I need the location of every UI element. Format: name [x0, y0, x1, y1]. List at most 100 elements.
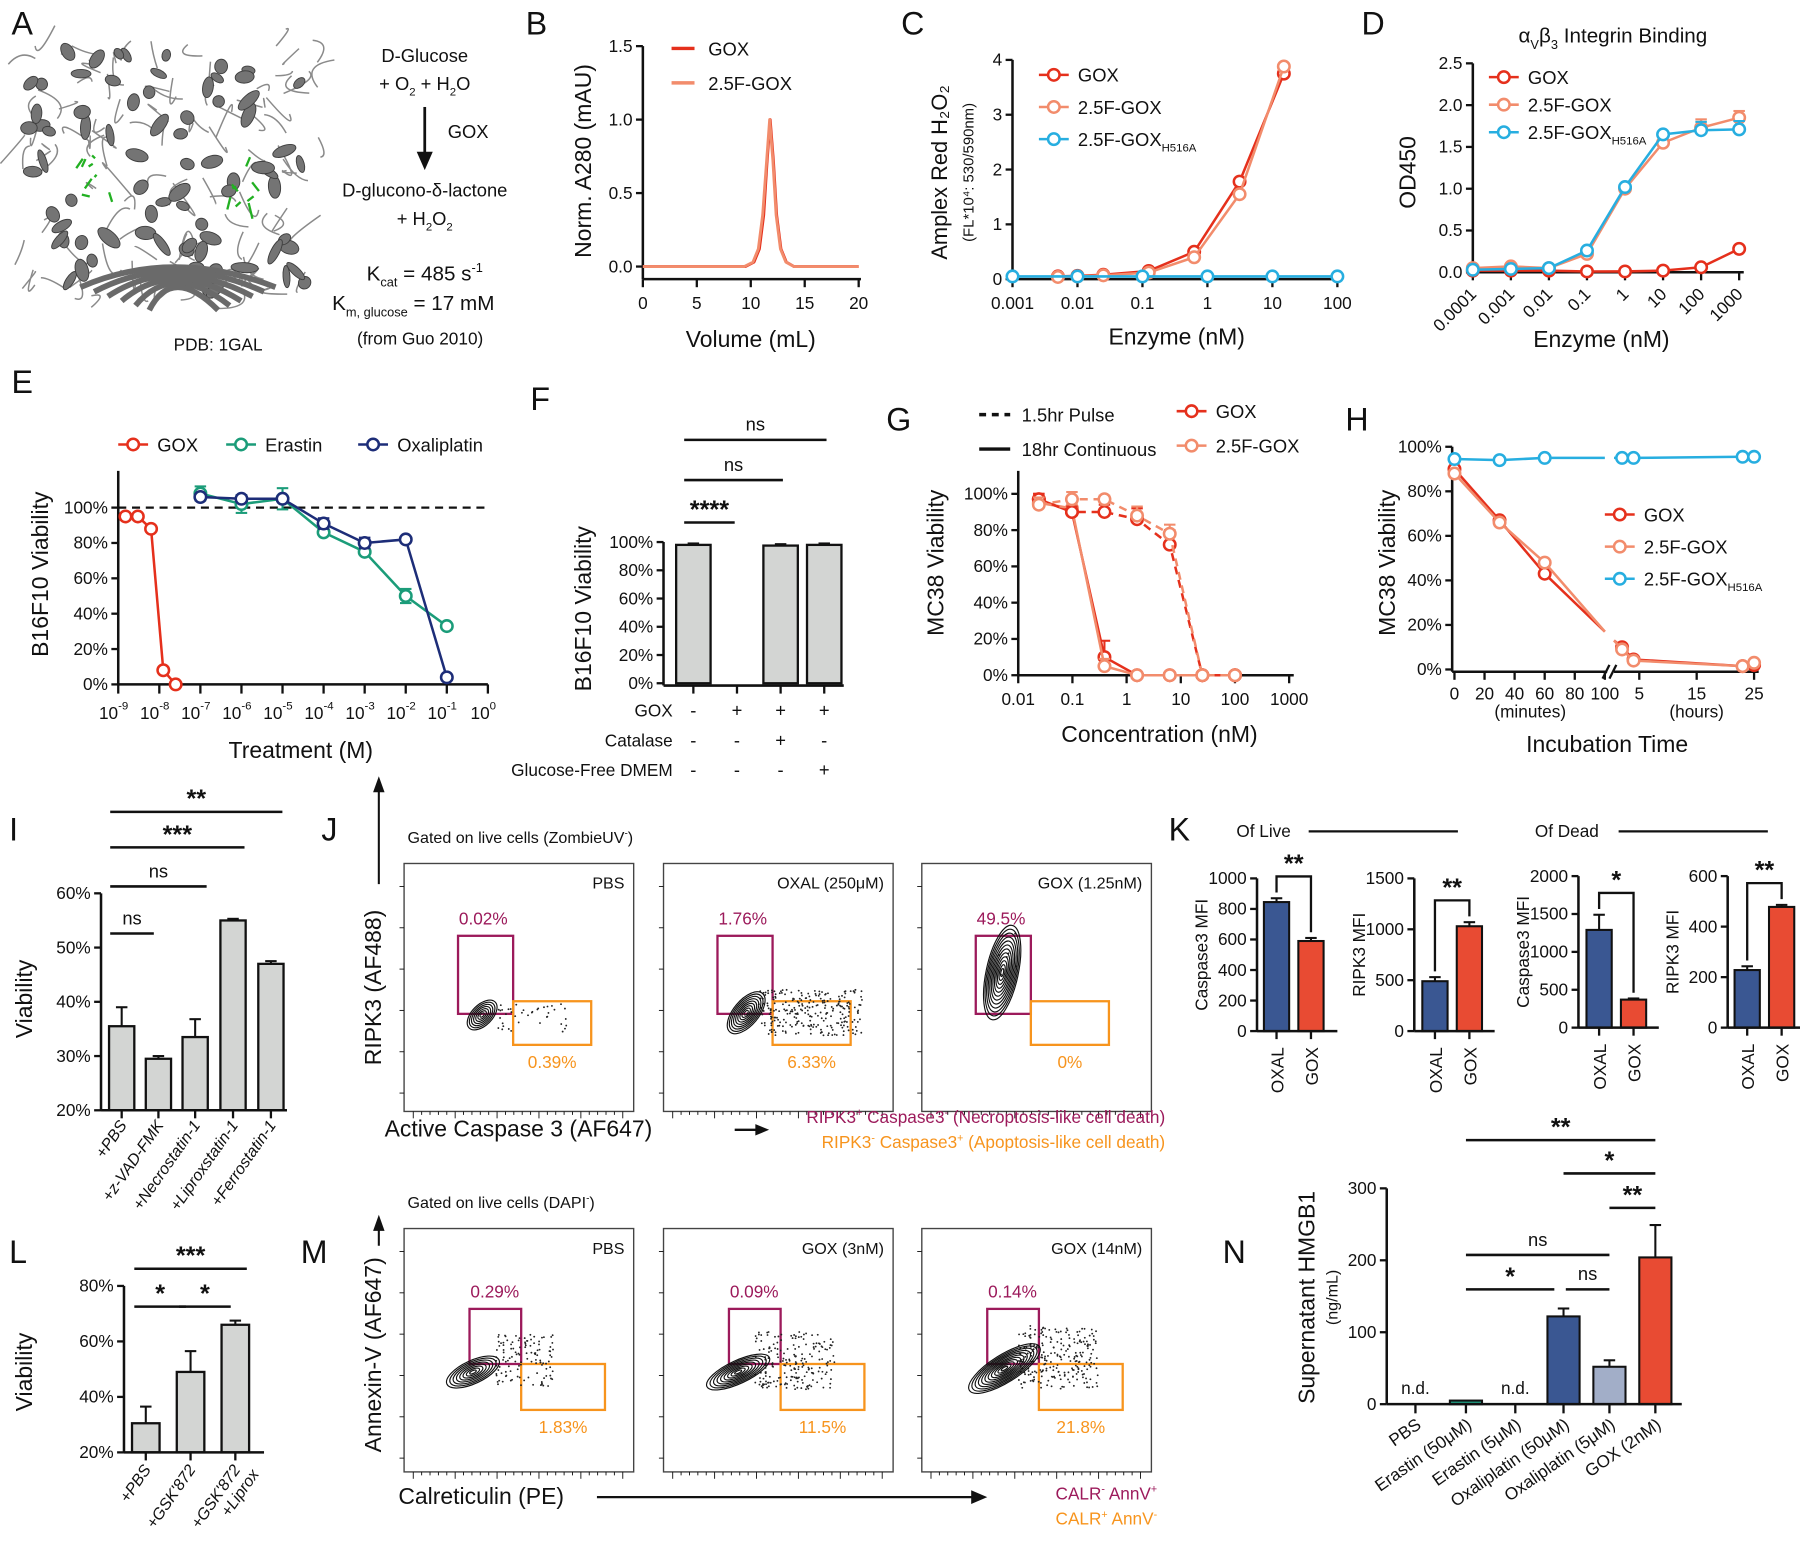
event-dot [1049, 1361, 1052, 1363]
event-dot [777, 1356, 779, 1359]
y-tick-label: 600 [1218, 929, 1247, 949]
event-dot [505, 1013, 507, 1016]
event-dot [1080, 1355, 1083, 1358]
event-dot [759, 1380, 762, 1383]
condition-mark: + [819, 759, 830, 780]
event-dot [1071, 1367, 1073, 1370]
event-dot [1069, 1360, 1072, 1362]
protein-helix [73, 104, 91, 120]
event-dot [497, 1335, 500, 1338]
bar [107, 1025, 136, 1112]
protein-helix [150, 113, 169, 137]
condition-mark: - [734, 759, 740, 780]
event-dot [553, 1008, 556, 1011]
event-dot [514, 1360, 517, 1363]
event-dot [551, 1341, 554, 1344]
y-axis-label: Caspase3 MFI [1513, 896, 1533, 1008]
lower-gate [779, 1362, 866, 1412]
y-tick-label: 1500 [1366, 868, 1404, 888]
event-dot [831, 1009, 834, 1012]
event-dot [779, 990, 782, 993]
event-dot [831, 1341, 834, 1343]
event-dot [1040, 1356, 1043, 1359]
protein-loop [192, 118, 210, 134]
lower-gate-percent: 1.83% [539, 1417, 588, 1437]
y-tick-label: 60% [973, 556, 1007, 576]
x-category-label: OXAL [1267, 1047, 1287, 1093]
protein-helix [113, 47, 125, 60]
event-dot [763, 1024, 766, 1027]
panel-letter-a: A [11, 6, 33, 42]
density-contour [982, 924, 1022, 1021]
event-dot [815, 1025, 818, 1028]
event-dot [829, 1378, 832, 1380]
event-dot [835, 1034, 838, 1036]
event-dot [826, 1011, 829, 1014]
event-dot [772, 998, 775, 1001]
event-dot [1017, 1379, 1020, 1381]
event-dot [1033, 1378, 1036, 1381]
event-dot [794, 1337, 797, 1340]
event-dot [515, 1003, 518, 1006]
significance-label: ** [186, 785, 206, 813]
event-dot [517, 1021, 520, 1024]
event-dot [516, 1368, 519, 1371]
event-dot [1095, 1367, 1098, 1370]
event-dot [775, 1385, 778, 1388]
data-point [398, 589, 413, 604]
event-dot [525, 1352, 528, 1355]
protein-helix [168, 182, 191, 202]
event-dot [842, 1007, 845, 1009]
event-dot [520, 1361, 522, 1364]
event-dot [1052, 1369, 1055, 1372]
legend-label: GOX [1528, 67, 1569, 88]
y-tick-label: 20% [73, 639, 107, 659]
series-line-0 [125, 515, 177, 686]
event-dot [1037, 1346, 1040, 1349]
significance-label: ns [149, 860, 168, 881]
event-dot [812, 1001, 815, 1003]
event-dot [1056, 1354, 1059, 1357]
data-point [1579, 264, 1594, 279]
density-contour [730, 995, 762, 1030]
event-dot [502, 1356, 505, 1359]
data-point [1615, 642, 1630, 657]
density-contour [987, 1356, 1022, 1381]
event-dot [839, 1017, 842, 1020]
event-dot [837, 1022, 840, 1025]
event-dot [801, 1366, 804, 1368]
bar [1733, 969, 1761, 1029]
protein-helix [210, 72, 224, 84]
event-dot [798, 1331, 801, 1333]
density-contour [995, 956, 1009, 989]
event-dot [515, 1353, 518, 1356]
event-dot [790, 991, 793, 994]
panel-letter-d: D [1361, 6, 1384, 42]
event-dot [1024, 1335, 1027, 1338]
event-dot [812, 1026, 815, 1028]
event-dot [817, 1370, 820, 1373]
event-dot [547, 1011, 550, 1014]
density-contour [997, 1363, 1012, 1374]
x-tick-label: 10-6 [222, 701, 251, 723]
event-dot [565, 1024, 568, 1027]
x-axis-label: Enzyme (nM) [1533, 326, 1669, 352]
data-point [398, 532, 413, 547]
event-dot [1063, 1353, 1066, 1356]
event-dot [545, 1362, 547, 1365]
event-dot [818, 1350, 821, 1353]
event-dot [813, 989, 816, 992]
protein-loop [146, 174, 167, 186]
event-dot [811, 1355, 813, 1358]
protein-loop [188, 122, 194, 133]
event-dot [533, 1335, 536, 1338]
event-dot [826, 1364, 829, 1367]
event-dot [807, 1385, 809, 1387]
event-dot [1068, 1381, 1071, 1384]
event-dot [784, 1009, 787, 1012]
significance-bracket [1597, 891, 1635, 993]
condition-label: GOX [634, 701, 673, 721]
density-contour [968, 1343, 1041, 1394]
protein-loop [71, 45, 97, 55]
